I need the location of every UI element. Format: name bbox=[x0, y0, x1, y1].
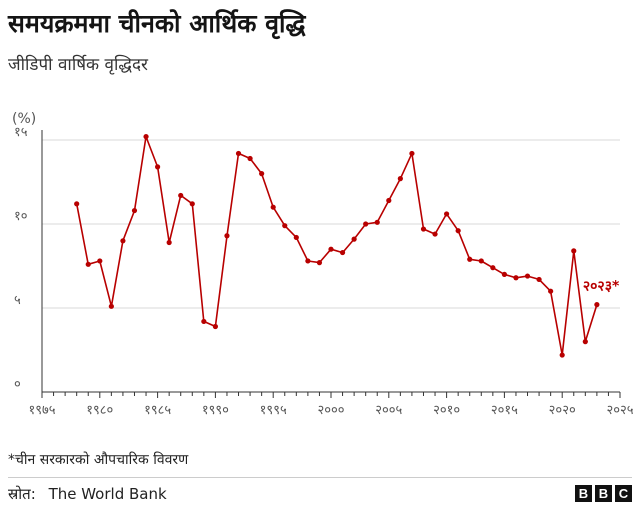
series-growth bbox=[74, 134, 600, 358]
x-tick-label-2010: २०१० bbox=[433, 403, 460, 418]
bbc-logo-letter-3: C bbox=[615, 485, 632, 502]
axes: ० ५ १० १५ १९७५ १९८० १९८५ १९९० १९९५ २००० २००५ २०१० २०… bbox=[14, 125, 634, 418]
x-tick-label-1985: १९८५ bbox=[144, 403, 171, 418]
data-point-1997 bbox=[293, 234, 299, 241]
data-point-2005 bbox=[386, 197, 392, 204]
data-point-2010 bbox=[444, 211, 450, 217]
y-tick-label-15: १५ bbox=[14, 125, 28, 140]
y-tick-label-10: १० bbox=[14, 209, 28, 224]
x-tick-label-1990: १९९० bbox=[202, 403, 229, 418]
data-point-2008 bbox=[420, 226, 427, 232]
chart-subtitle: जीडिपी वार्षिक वृद्धिदर bbox=[8, 55, 148, 75]
data-point-2017 bbox=[524, 273, 531, 279]
x-tick-label-2020: २०२० bbox=[549, 403, 576, 418]
data-point-1995 bbox=[270, 204, 276, 210]
source-name: The World Bank bbox=[48, 485, 167, 503]
data-point-1996 bbox=[282, 223, 288, 229]
series-line bbox=[75, 135, 598, 356]
data-point-1988 bbox=[189, 201, 195, 207]
data-point-1990 bbox=[212, 323, 218, 330]
data-point-1979 bbox=[85, 261, 91, 267]
footer-divider bbox=[8, 477, 632, 478]
data-point-1992 bbox=[235, 150, 242, 157]
y-tick-label-0: ० bbox=[14, 377, 21, 392]
end-point-label: २०२३* bbox=[583, 279, 620, 295]
data-point-2020 bbox=[559, 352, 565, 358]
data-point-1999 bbox=[316, 260, 323, 266]
data-point-1980 bbox=[97, 258, 103, 264]
y-axis-unit-label: (%) bbox=[12, 111, 36, 127]
data-point-2016 bbox=[513, 275, 519, 281]
x-tick-label-2000: २००० bbox=[317, 403, 344, 418]
data-point-2018 bbox=[536, 276, 542, 283]
source-label: स्रोत: bbox=[8, 485, 36, 503]
data-point-1983 bbox=[131, 207, 138, 214]
data-point-1978 bbox=[74, 201, 80, 207]
line-chart: (%) ० ५ १० १५ १९७५ १९८० १९८५ १९९० १९९५ २००० २००५ २०… bbox=[12, 111, 634, 418]
data-point-1993 bbox=[247, 155, 253, 162]
footnote: *चीन सरकारको औपचारिक विवरण bbox=[8, 452, 189, 468]
data-point-2007 bbox=[409, 150, 415, 157]
bbc-logo-letter-1: B bbox=[575, 485, 592, 502]
data-point-1989 bbox=[201, 318, 207, 325]
data-point-2023 bbox=[594, 302, 600, 308]
y-tick-label-5: ५ bbox=[14, 293, 21, 308]
data-point-1985 bbox=[155, 164, 161, 170]
x-tick-label-2015: २०१५ bbox=[491, 403, 518, 418]
x-tick-label-1995: १९९५ bbox=[260, 403, 287, 418]
x-tick-label-2025: २०२५ bbox=[606, 403, 633, 418]
data-point-2004 bbox=[374, 219, 380, 225]
data-point-2002 bbox=[351, 236, 357, 242]
data-point-1984 bbox=[143, 134, 149, 140]
bbc-logo-letter-2: B bbox=[595, 485, 612, 502]
data-point-1991 bbox=[224, 233, 230, 239]
x-tick-label-1975: १९७५ bbox=[28, 403, 55, 418]
data-point-1994 bbox=[259, 171, 265, 177]
data-point-2003 bbox=[363, 221, 369, 227]
x-tick-label-2005: २००५ bbox=[375, 403, 402, 418]
data-point-2015 bbox=[501, 271, 507, 277]
data-point-2014 bbox=[490, 265, 496, 271]
data-point-2001 bbox=[339, 249, 346, 256]
data-point-2013 bbox=[478, 258, 484, 264]
data-point-2019 bbox=[548, 288, 554, 294]
data-point-2006 bbox=[397, 176, 403, 182]
data-point-1981 bbox=[108, 303, 114, 309]
source-line: स्रोत: The World Bank bbox=[8, 484, 167, 504]
data-point-2022 bbox=[582, 339, 588, 345]
data-point-1998 bbox=[305, 258, 311, 264]
data-point-2021 bbox=[571, 248, 577, 254]
data-point-1987 bbox=[178, 192, 184, 199]
chart-title: समयक्रममा चीनको आर्थिक वृद्धि bbox=[8, 9, 306, 38]
x-tick-label-1980: १९८० bbox=[86, 403, 113, 418]
data-point-1982 bbox=[120, 238, 126, 244]
data-point-2011 bbox=[455, 228, 461, 234]
data-point-2012 bbox=[467, 256, 473, 262]
data-point-1986 bbox=[166, 239, 172, 246]
data-point-2009 bbox=[432, 231, 438, 237]
bbc-logo: B B C bbox=[575, 485, 632, 502]
data-point-2000 bbox=[328, 246, 334, 252]
grid-lines bbox=[42, 139, 620, 309]
